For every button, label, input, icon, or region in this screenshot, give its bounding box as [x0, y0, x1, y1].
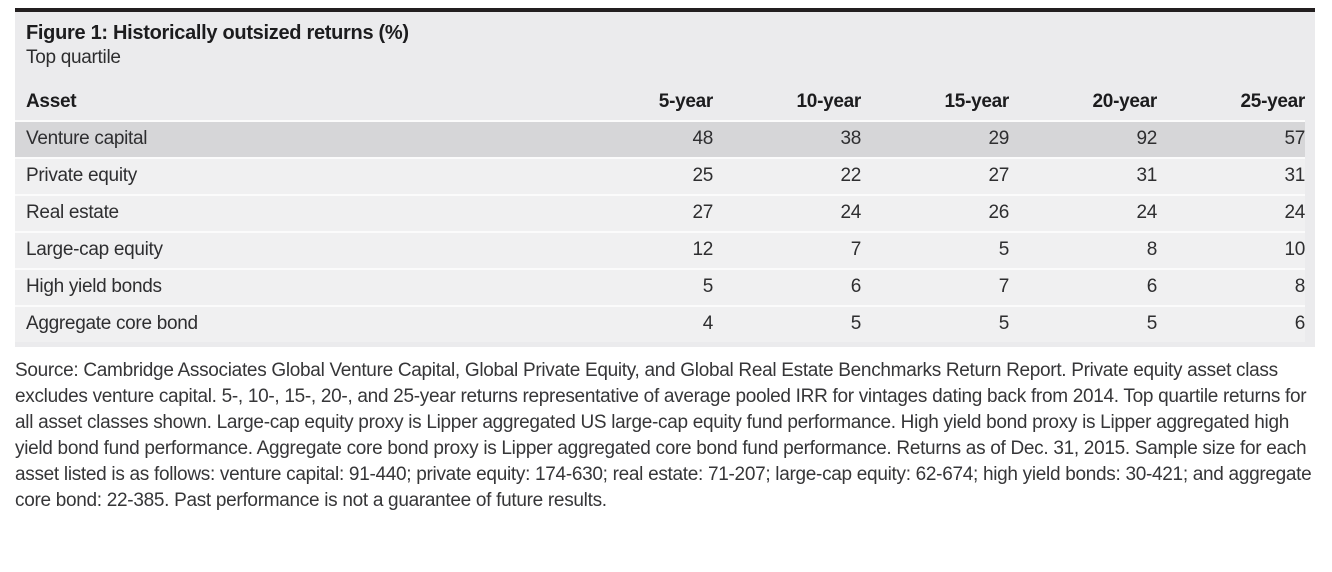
figure-header: Figure 1: Historically outsized returns … — [15, 21, 1305, 70]
figure-title: Figure 1: Historically outsized returns … — [26, 22, 409, 44]
value-cell: 22 — [713, 157, 861, 195]
column-header-20-year: 20-year — [1092, 91, 1158, 112]
value-cell: 27 — [861, 157, 1009, 195]
value-cell: 10 — [1157, 231, 1305, 269]
value-cell: 5 — [1009, 305, 1157, 342]
returns-table: Asset 5-year 10-year 15-year 20-year 25-… — [15, 87, 1305, 342]
value-cell: 5 — [861, 231, 1009, 269]
value-cell: 31 — [1157, 157, 1305, 195]
column-header-5-year: 5-year — [658, 91, 714, 112]
value-cell: 24 — [1009, 194, 1157, 232]
value-cell: 8 — [1009, 231, 1157, 269]
value-cell: 12 — [565, 231, 713, 269]
asset-cell: Private equity — [15, 157, 565, 195]
table-row: Private equity 25 22 27 31 31 — [15, 157, 1305, 195]
table-header-row: Asset 5-year 10-year 15-year 20-year 25-… — [15, 87, 1305, 121]
asset-cell: High yield bonds — [15, 268, 565, 306]
value-cell: 7 — [861, 268, 1009, 306]
value-cell: 57 — [1157, 120, 1305, 158]
page: Figure 1: Historically outsized returns … — [15, 8, 1315, 511]
value-cell: 7 — [713, 231, 861, 269]
value-cell: 5 — [565, 268, 713, 306]
value-cell: 5 — [713, 305, 861, 342]
figure-card: Figure 1: Historically outsized returns … — [15, 8, 1315, 347]
value-cell: 48 — [565, 120, 713, 158]
value-cell: 29 — [861, 120, 1009, 158]
value-cell: 6 — [713, 268, 861, 306]
column-header-15-year: 15-year — [944, 91, 1010, 112]
value-cell: 24 — [1157, 194, 1305, 232]
table-body: Venture capital 48 38 29 92 57 Private equity 2… — [15, 120, 1305, 342]
figure-subtitle: Top quartile — [26, 47, 121, 68]
asset-cell: Aggregate core bond — [15, 305, 565, 342]
value-cell: 8 — [1157, 268, 1305, 306]
table-row: Aggregate core bond 4 5 5 5 6 — [15, 305, 1305, 342]
column-header-10-year: 10-year — [796, 91, 862, 112]
asset-cell: Venture capital — [15, 120, 565, 158]
value-cell: 25 — [565, 157, 713, 195]
value-cell: 92 — [1009, 120, 1157, 158]
value-cell: 5 — [861, 305, 1009, 342]
value-cell: 38 — [713, 120, 861, 158]
table-row: Real estate 27 24 26 24 24 — [15, 194, 1305, 232]
value-cell: 4 — [565, 305, 713, 342]
value-cell: 24 — [713, 194, 861, 232]
column-header-asset: Asset — [26, 91, 77, 112]
table-row: Venture capital 48 38 29 92 57 — [15, 120, 1305, 158]
table-row: High yield bonds 5 6 7 6 8 — [15, 268, 1305, 306]
asset-cell: Real estate — [15, 194, 565, 232]
value-cell: 6 — [1157, 305, 1305, 342]
value-cell: 27 — [565, 194, 713, 232]
value-cell: 6 — [1009, 268, 1157, 306]
asset-cell: Large-cap equity — [15, 231, 565, 269]
column-header-25-year: 25-year — [1240, 91, 1306, 112]
value-cell: 31 — [1009, 157, 1157, 195]
table-row: Large-cap equity 12 7 5 8 10 — [15, 231, 1305, 269]
value-cell: 26 — [861, 194, 1009, 232]
source-note: Source: Cambridge Associates Global Vent… — [15, 360, 1312, 511]
